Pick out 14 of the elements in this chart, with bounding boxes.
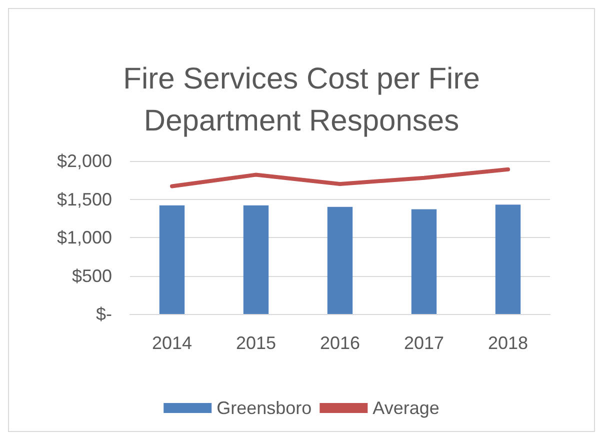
line-series: [170, 167, 510, 188]
x-tick-label: 2015: [236, 333, 276, 353]
y-tick-label: $1,500: [56, 189, 112, 210]
x-tick-label: 2017: [404, 333, 444, 353]
chart-title: Fire Services Cost per Fire Department Responses: [123, 62, 480, 138]
x-tick-label: 2014: [152, 333, 192, 353]
y-tick-label: $2,000: [56, 151, 112, 171]
y-tick-label: $500: [72, 266, 112, 286]
y-tick-label: $1,000: [56, 228, 112, 248]
legend-label: Greensboro: [216, 398, 312, 418]
legend-label: Average: [372, 398, 440, 418]
y-tick-label: $-: [96, 304, 112, 324]
x-tick-label: 2018: [488, 333, 528, 353]
x-tick-label: 2016: [320, 333, 360, 353]
